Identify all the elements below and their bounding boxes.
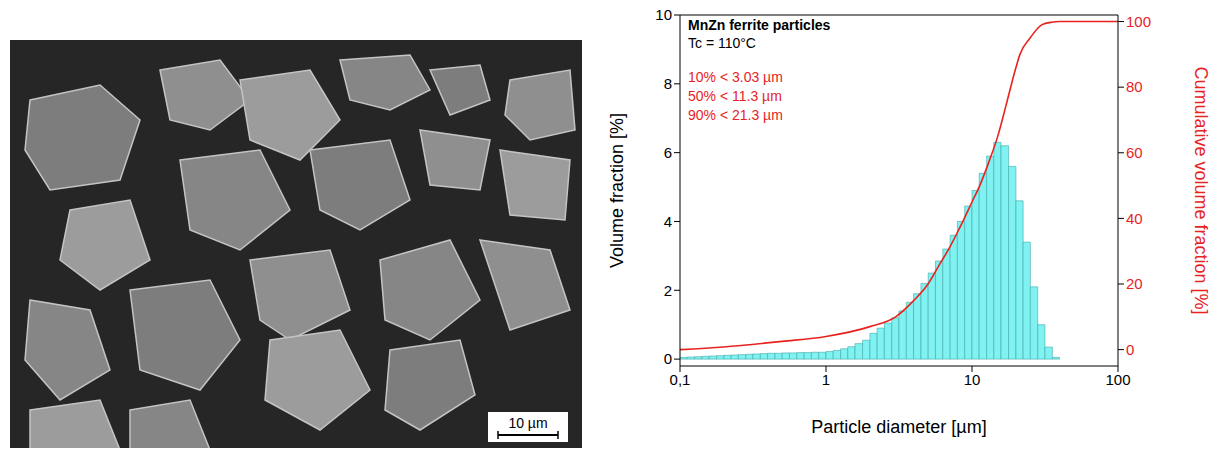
- svg-text:Cumulative volume fraction [%]: Cumulative volume fraction [%]: [1191, 66, 1211, 314]
- svg-text:1: 1: [822, 371, 830, 388]
- svg-text:10: 10: [964, 371, 981, 388]
- svg-text:8: 8: [664, 75, 672, 92]
- svg-text:2: 2: [664, 282, 672, 299]
- html-text:50% < 11.3 µm: 50% < 11.3 µm: [688, 88, 782, 104]
- svg-text:Volume fraction [%]: Volume fraction [%]: [607, 113, 627, 268]
- html-text:90% < 21.3 µm: 90% < 21.3 µm: [688, 107, 783, 123]
- html-text:MnZn ferrite particles: MnZn ferrite particles: [688, 17, 831, 33]
- svg-text:0: 0: [1126, 341, 1134, 358]
- svg-text:80: 80: [1126, 78, 1143, 95]
- svg-text:10 µm: 10 µm: [508, 415, 547, 431]
- html-text:Tc = 110°C: Tc = 110°C: [688, 35, 756, 51]
- svg-text:40: 40: [1126, 210, 1143, 227]
- svg-text:6: 6: [664, 144, 672, 161]
- svg-text:20: 20: [1126, 275, 1143, 292]
- svg-text:100: 100: [1105, 371, 1130, 388]
- svg-text:Particle diameter [µm]: Particle diameter [µm]: [811, 417, 986, 437]
- html-text:10% < 3.03 µm: 10% < 3.03 µm: [688, 69, 783, 85]
- svg-text:10: 10: [655, 6, 672, 23]
- svg-text:0: 0: [664, 350, 672, 367]
- svg-text:60: 60: [1126, 144, 1143, 161]
- svg-text:0,1: 0,1: [670, 371, 691, 388]
- svg-text:100: 100: [1126, 13, 1151, 30]
- svg-text:4: 4: [664, 213, 672, 230]
